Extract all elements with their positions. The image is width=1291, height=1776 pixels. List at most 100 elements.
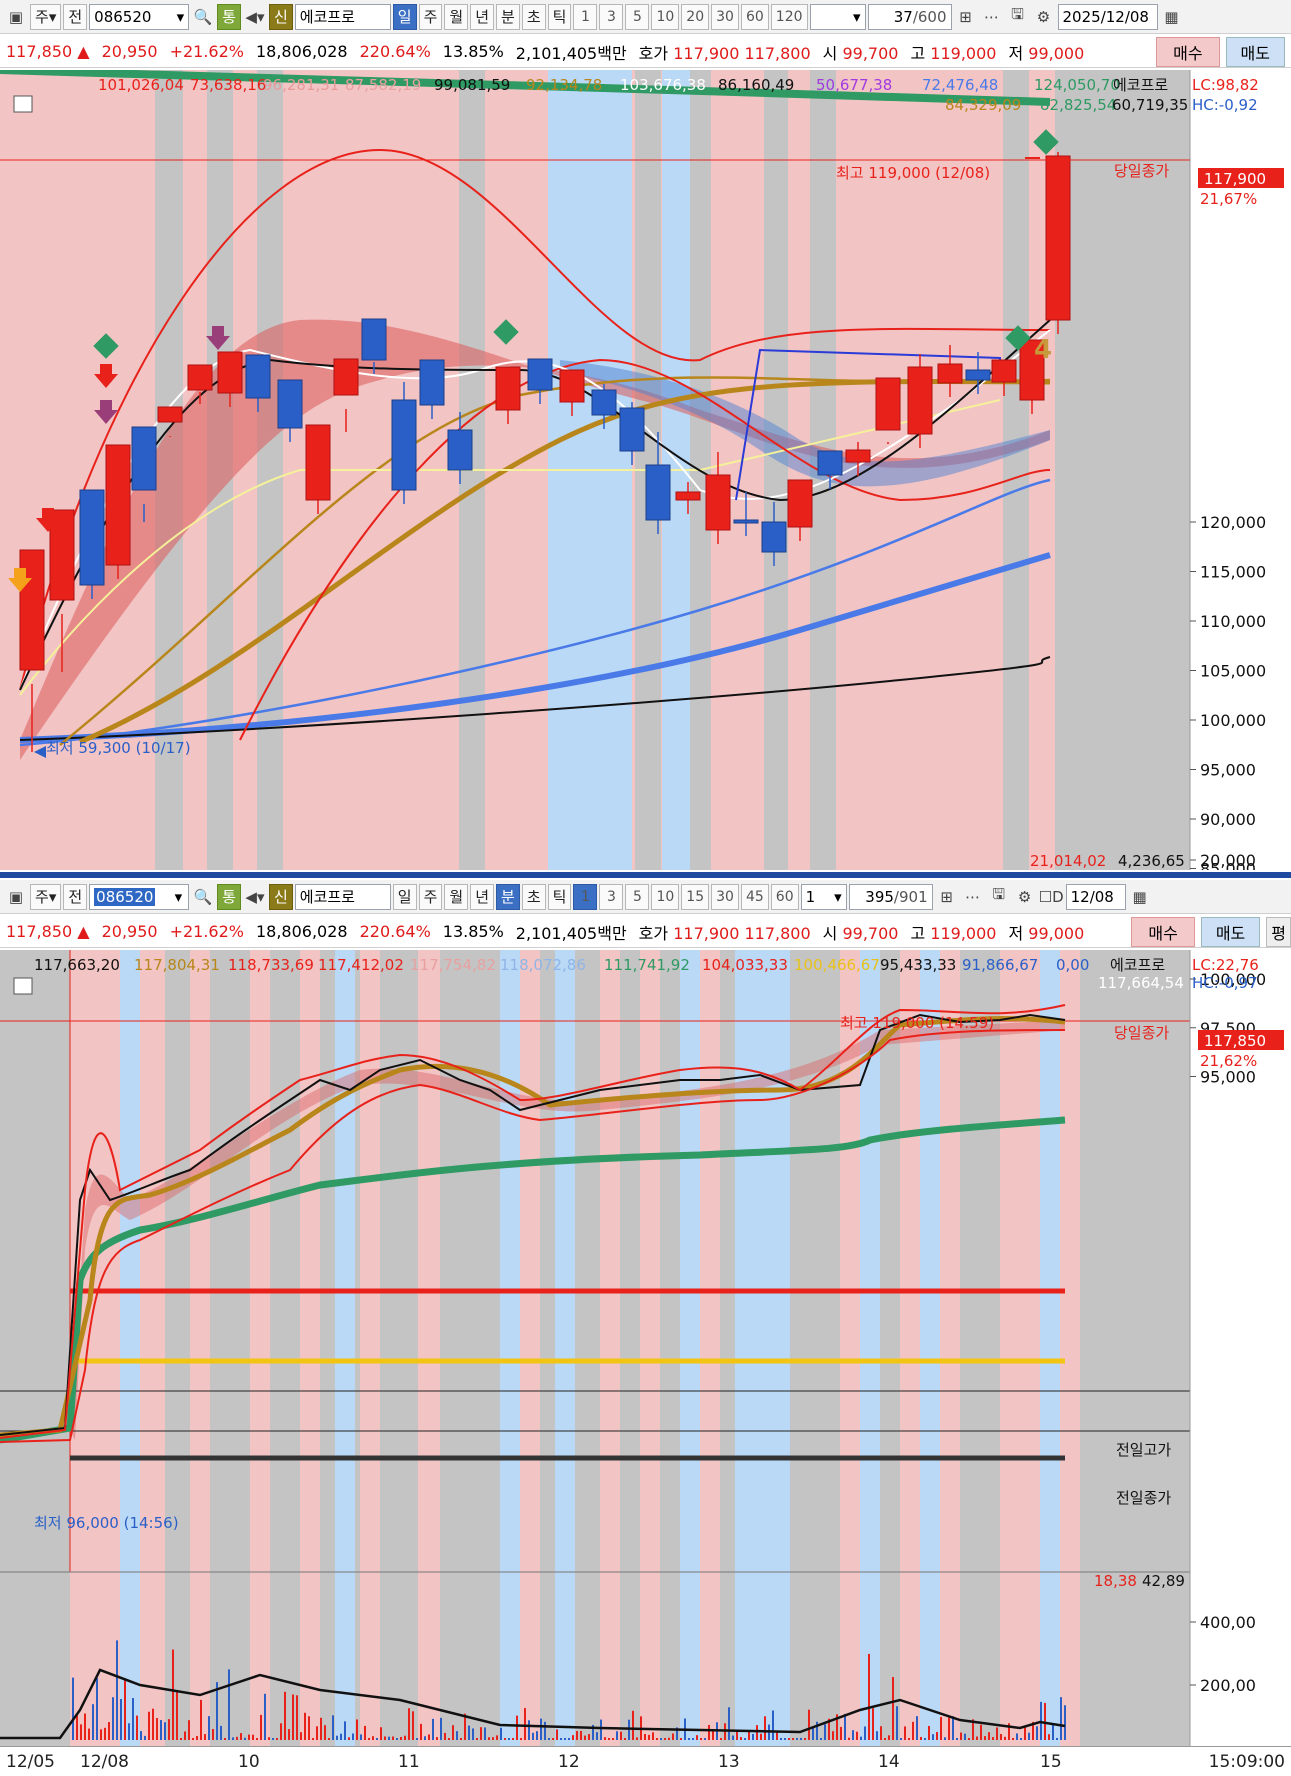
crosshair-icon[interactable]: ⋯: [984, 7, 1000, 26]
interval-60[interactable]: 60: [770, 883, 799, 910]
volume-bar: [304, 1712, 306, 1740]
gear-icon[interactable]: ⚙: [1036, 7, 1051, 26]
zoom-icon[interactable]: ⊞: [940, 887, 953, 906]
speaker-icon[interactable]: ◀▾: [245, 7, 265, 26]
period-week[interactable]: 주: [418, 883, 443, 910]
period-minute[interactable]: 분: [496, 883, 520, 910]
date-input[interactable]: 2025/12/08: [1057, 3, 1158, 30]
minute-line-chart[interactable]: 115,000112,500110,000107,500105,000102,5…: [0, 950, 1291, 1746]
stock-name-field[interactable]: 에코프로: [294, 3, 391, 30]
period-minute[interactable]: 분: [496, 3, 520, 30]
search-icon[interactable]: 🔍: [193, 887, 213, 906]
table-icon[interactable]: [13, 977, 33, 995]
bar-count-input[interactable]: 37/600: [867, 3, 952, 30]
save-icon[interactable]: 🖫: [992, 885, 1005, 903]
period-tick[interactable]: 틱: [547, 3, 572, 30]
interval-3[interactable]: 3: [599, 883, 624, 910]
volume-bar: [664, 1738, 666, 1740]
interval-20[interactable]: 20: [681, 3, 710, 30]
candle-body: [875, 377, 901, 431]
market-select[interactable]: 주 ▾: [30, 3, 62, 30]
y-tick-label: 105,000: [1200, 662, 1266, 681]
period-year[interactable]: 년: [470, 3, 495, 30]
volume-bar: [380, 1727, 382, 1740]
date-input[interactable]: 12/08: [1065, 883, 1126, 910]
window-icon[interactable]: ▣: [8, 7, 24, 26]
sin-button[interactable]: 신: [268, 3, 293, 30]
speaker-icon[interactable]: ◀▾: [245, 887, 265, 906]
volume-bar: [880, 1726, 882, 1740]
volume-bar: [344, 1721, 346, 1740]
high-price: 고 119,000: [910, 923, 997, 943]
stock-name-field[interactable]: 에코프로: [294, 883, 391, 910]
custom-interval-select[interactable]: 1 ▾: [800, 883, 847, 910]
sell-button[interactable]: 매도: [1200, 916, 1261, 947]
day-checkbox[interactable]: ☐ D: [1038, 887, 1064, 906]
scope-select[interactable]: 전: [63, 883, 88, 910]
interval-30[interactable]: 30: [711, 3, 739, 30]
custom-interval-select[interactable]: ▾: [809, 3, 866, 30]
interval-45[interactable]: 45: [740, 883, 769, 910]
volume-bar: [932, 1734, 934, 1740]
scope-select[interactable]: 전: [63, 3, 88, 30]
buy-button[interactable]: 매수: [1156, 36, 1220, 67]
interval-10[interactable]: 10: [651, 3, 680, 30]
volume-bar: [792, 1738, 794, 1740]
sin-button[interactable]: 신: [268, 883, 293, 910]
evaluate-button[interactable]: 평: [1266, 916, 1291, 947]
save-icon[interactable]: 🖫: [1011, 5, 1024, 23]
zoom-icon[interactable]: ⊞: [959, 7, 972, 26]
buy-button[interactable]: 매수: [1131, 916, 1195, 947]
volume-bar: [728, 1707, 730, 1740]
interval-5[interactable]: 5: [625, 3, 650, 30]
period-second[interactable]: 초: [521, 883, 546, 910]
panel-divider[interactable]: [0, 872, 1291, 878]
candle-body: [937, 363, 963, 384]
tong-button[interactable]: 통: [217, 883, 241, 910]
volume-bar: [492, 1737, 494, 1740]
interval-60[interactable]: 60: [740, 3, 769, 30]
period-tick[interactable]: 틱: [547, 883, 572, 910]
market-select[interactable]: 주 ▾: [30, 883, 62, 910]
period-month[interactable]: 월: [444, 883, 469, 910]
daily-quote-bar: 117,850 ▲ 20,950 +21.62% 18,806,028 220.…: [0, 36, 1291, 68]
period-day[interactable]: 일: [392, 3, 417, 30]
period-day[interactable]: 일: [392, 883, 417, 910]
volume-bar: [736, 1729, 738, 1740]
calendar-icon[interactable]: ▦: [1132, 887, 1147, 906]
period-week[interactable]: 주: [418, 3, 443, 30]
period-month[interactable]: 월: [444, 3, 469, 30]
interval-5[interactable]: 5: [625, 883, 650, 910]
crosshair-icon[interactable]: ⋯: [965, 887, 981, 906]
period-year[interactable]: 년: [470, 883, 495, 910]
calendar-icon[interactable]: ▦: [1164, 7, 1179, 26]
interval-1[interactable]: 1: [573, 3, 598, 30]
buy-signal-diamond: [93, 333, 119, 359]
search-icon[interactable]: 🔍: [193, 7, 213, 26]
interval-1[interactable]: 1: [573, 883, 598, 910]
period-second[interactable]: 초: [521, 3, 546, 30]
stock-code-input[interactable]: 086520 ▾: [89, 3, 190, 30]
gear-icon[interactable]: ⚙: [1017, 887, 1032, 906]
window-icon[interactable]: ▣: [8, 887, 24, 906]
tong-button[interactable]: 통: [217, 3, 241, 30]
interval-15[interactable]: 15: [681, 883, 710, 910]
interval-3[interactable]: 3: [599, 3, 624, 30]
date-tick: 11: [398, 1752, 420, 1772]
daily-candle-chart[interactable]: 120,000 115,000 110,000 105,000 100,000 95,00…: [0, 70, 1291, 870]
interval-10[interactable]: 10: [651, 883, 680, 910]
legend-value-7: 111,741,92: [604, 956, 690, 974]
y-tick-label: 20,000: [1200, 851, 1256, 870]
interval-120[interactable]: 120: [770, 3, 808, 30]
interval-30[interactable]: 30: [711, 883, 739, 910]
bar-count-input[interactable]: 395/901: [848, 883, 933, 910]
volume-bar: [456, 1731, 458, 1740]
sell-button[interactable]: 매도: [1225, 36, 1285, 67]
date-tick: 12: [558, 1752, 580, 1772]
volume-bar: [248, 1734, 250, 1740]
table-icon[interactable]: [13, 95, 33, 113]
ichimoku-cloud-down: [560, 360, 1050, 487]
volume-bar: [368, 1738, 370, 1740]
stock-code-input[interactable]: 086520 ▾: [89, 883, 190, 910]
volume-bar: [520, 1738, 522, 1740]
